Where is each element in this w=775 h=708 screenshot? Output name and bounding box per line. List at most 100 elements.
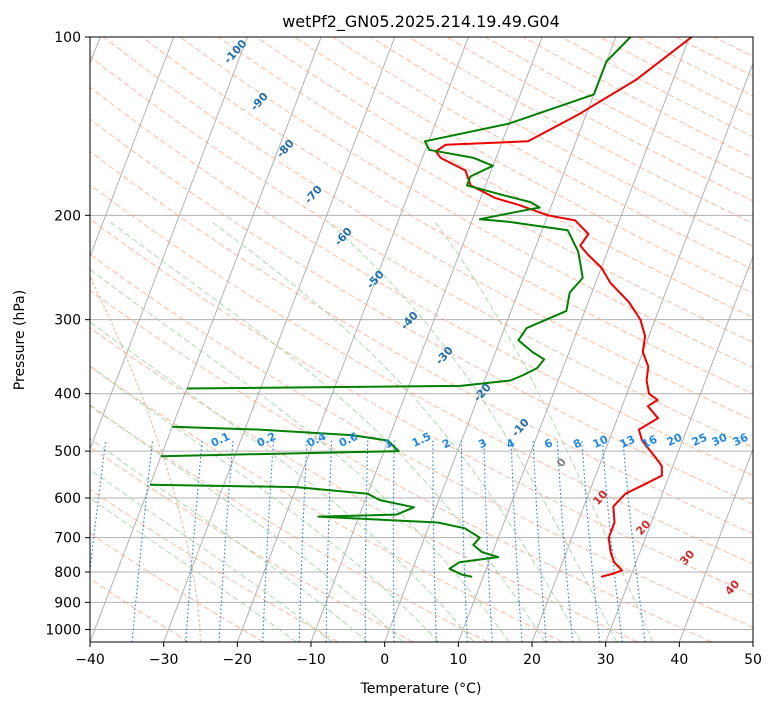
dry-adiabat-line: [90, 150, 753, 535]
mixing-ratio-line: [581, 440, 601, 642]
y-tick-label: 800: [54, 565, 81, 581]
moist-adiabat-line: [90, 497, 297, 642]
mixing-ratio-label: 36: [731, 431, 751, 449]
y-tick-label: 400: [54, 387, 81, 403]
mixing-ratio-line: [218, 440, 234, 642]
y-tick-label: 300: [54, 313, 81, 329]
isotherm-line: [384, 37, 617, 642]
dry-adiabat-line: [90, 118, 753, 505]
moist-adiabat-line: [90, 438, 369, 642]
x-tick-label: 50: [744, 652, 762, 668]
mixing-ratio-line: [364, 440, 369, 642]
x-tick-label: −30: [149, 652, 179, 668]
x-tick-label: 40: [670, 652, 688, 668]
temperature-line: [434, 37, 693, 578]
mixing-ratio-label: 10: [591, 433, 611, 451]
moist-adiabat-line: [90, 365, 439, 642]
x-tick-label: −40: [75, 652, 105, 668]
mixing-ratio-line: [185, 440, 203, 642]
mixing-ratio-label: 20: [665, 431, 685, 449]
y-tick-label: 600: [54, 491, 81, 507]
dry-adiabat-line: [141, 37, 753, 395]
mixing-ratio-line: [622, 440, 646, 642]
dry-adiabat-line: [90, 327, 638, 642]
dry-adiabat-line: [90, 365, 563, 642]
y-tick-label: 500: [54, 444, 81, 460]
x-tick-label: 10: [449, 652, 467, 668]
dry-adiabat-line: [370, 37, 753, 247]
moist-adiabat-line: [90, 404, 404, 642]
x-tick-label: 20: [523, 652, 541, 668]
mixing-ratio-line: [90, 440, 107, 575]
mixing-ratio-line: [460, 440, 469, 642]
dry-adiabat-line: [103, 37, 753, 421]
mixing-ratio-line: [262, 440, 274, 642]
isotherm-line: [236, 37, 469, 642]
moist-adiabat-line: [211, 221, 582, 642]
isotherm-line: [457, 37, 690, 642]
dry-adiabat-line: [217, 37, 753, 343]
mixing-ratio-label: 30: [710, 431, 730, 449]
isotherm-line: [752, 640, 753, 642]
dry-adiabat-line: [408, 37, 753, 224]
isotherm-line: [90, 37, 322, 642]
mixing-ratio-line: [325, 440, 333, 642]
plot-frame: [89, 36, 754, 643]
mixing-ratio-line: [601, 440, 623, 642]
dry-adiabat-line: [90, 532, 264, 642]
isotherm-line: [90, 37, 248, 451]
plot-area: [90, 37, 753, 642]
dry-adiabat-line: [523, 37, 753, 159]
curved-reference-line: [90, 275, 202, 642]
dry-adiabat-line: [90, 289, 712, 642]
dry-adiabat-line: [90, 253, 753, 628]
y-tick-label: 1000: [45, 622, 81, 638]
dry-adiabat-line: [256, 37, 753, 318]
y-tick-label: 100: [54, 30, 81, 46]
isotherm-line: [90, 37, 175, 258]
dry-adiabat-line: [294, 37, 753, 294]
moist-adiabat-line: [109, 221, 546, 642]
mixing-ratio-label: 25: [690, 431, 709, 449]
y-tick-label: 700: [54, 531, 81, 547]
moist-adiabat-line: [90, 269, 510, 642]
dewpoint-line: [160, 425, 400, 458]
isotherm-line: [678, 447, 753, 642]
moist-adiabat-line: [327, 221, 618, 642]
dewpoint-line: [150, 483, 500, 578]
mixing-ratio-line: [483, 440, 493, 642]
x-tick-label: −10: [296, 652, 326, 668]
plot-background: [90, 37, 753, 642]
mixing-ratio-label: 13: [618, 433, 637, 451]
x-tick-label: 0: [380, 652, 389, 668]
x-tick-label: −20: [223, 652, 253, 668]
mixing-ratio-label: 16: [640, 433, 660, 451]
mixing-ratio-line: [392, 440, 395, 642]
dry-adiabat-line: [179, 37, 753, 369]
x-tick-label: 30: [597, 652, 615, 668]
mixing-ratio-line: [510, 440, 523, 642]
x-axis-label: Temperature (°C): [360, 681, 482, 697]
isotherm-line: [605, 255, 753, 642]
dry-adiabat-line: [90, 184, 753, 565]
isotherm-line: [531, 62, 753, 642]
mixing-ratio-line: [532, 440, 547, 642]
mixing-ratio-line: [298, 440, 308, 642]
y-axis-label: Pressure (hPa): [12, 290, 28, 390]
dry-adiabat-line: [90, 86, 753, 477]
axis-ticks: −40 −30 −20 −10 0 10 20 30 40 50 100 200 300 400 500 60…: [45, 30, 762, 668]
dry-adiabat-line: [485, 37, 753, 180]
dry-adiabat-line: [90, 55, 753, 449]
dry-adiabat-line: [90, 218, 753, 596]
moist-adiabat-line: [90, 469, 333, 642]
mixing-ratio-line: [556, 440, 574, 642]
y-tick-label: 900: [54, 595, 81, 611]
y-tick-label: 200: [54, 208, 81, 224]
moist-adiabat-line: [434, 221, 654, 642]
moist-adiabat-line: [90, 321, 475, 642]
chart-title: wetPf2_GN05.2025.214.19.49.G04: [282, 12, 560, 32]
mixing-ratio-line: [432, 440, 437, 642]
dewpoint-line: [186, 37, 632, 390]
isotherm-line: [163, 37, 396, 642]
